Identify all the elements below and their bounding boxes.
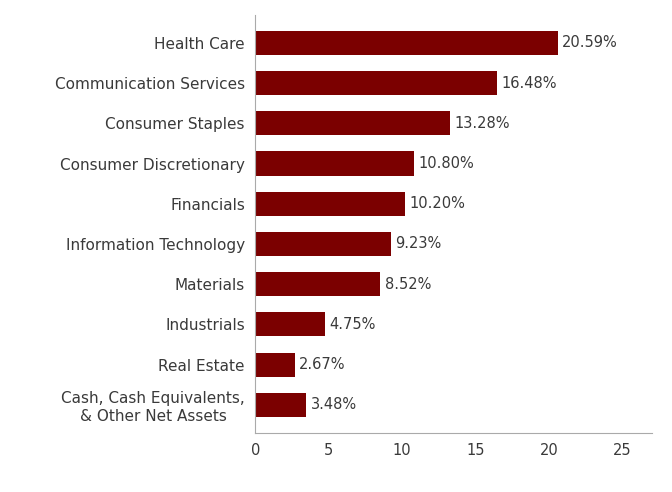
Text: 16.48%: 16.48% bbox=[502, 76, 557, 91]
Text: 9.23%: 9.23% bbox=[395, 237, 442, 251]
Text: 10.20%: 10.20% bbox=[409, 196, 466, 211]
Bar bbox=[255, 192, 405, 216]
Text: 8.52%: 8.52% bbox=[385, 277, 431, 292]
Bar bbox=[255, 353, 294, 377]
Text: 2.67%: 2.67% bbox=[299, 357, 345, 372]
Bar bbox=[255, 71, 497, 95]
Text: 13.28%: 13.28% bbox=[455, 116, 510, 131]
Bar bbox=[255, 393, 306, 417]
Bar bbox=[255, 312, 325, 337]
Bar bbox=[255, 232, 391, 256]
Text: 4.75%: 4.75% bbox=[329, 317, 376, 332]
Bar bbox=[255, 31, 558, 55]
Text: 3.48%: 3.48% bbox=[311, 398, 357, 412]
Bar bbox=[255, 272, 380, 296]
Bar bbox=[255, 152, 414, 176]
Bar bbox=[255, 111, 450, 135]
Text: 10.80%: 10.80% bbox=[419, 156, 474, 171]
Text: 20.59%: 20.59% bbox=[562, 35, 618, 50]
